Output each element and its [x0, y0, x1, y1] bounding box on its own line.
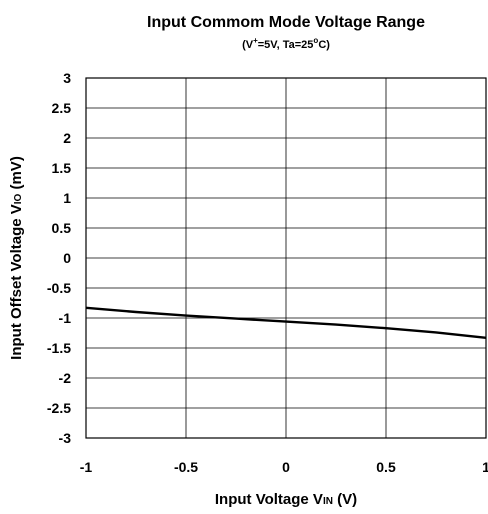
y-tick-label: 0	[63, 250, 71, 266]
y-tick-labels: 3 2.5 2 1.5 1 0.5 0 -0.5 -1 -1.5 -2 -2.5 -3	[47, 70, 71, 446]
x-tick-labels: -1 -0.5 0 0.5 1	[80, 459, 488, 475]
grid	[85, 77, 487, 439]
y-tick-label: -2.5	[47, 400, 71, 416]
y-tick-label: -1	[59, 310, 72, 326]
y-tick-label: 1.5	[52, 160, 72, 176]
x-tick-label: 1	[482, 459, 488, 475]
y-tick-label: -0.5	[47, 280, 71, 296]
y-tick-label: 0.5	[52, 220, 72, 236]
x-axis-label: Input Voltage VIN (V)	[215, 491, 357, 508]
chart-title: Input Commom Mode Voltage Range	[147, 14, 425, 31]
series-line	[85, 306, 487, 339]
x-tick-label: 0.5	[376, 459, 396, 475]
x-tick-label: -0.5	[174, 459, 198, 475]
y-axis-label: Input Offset Voltage VIO (mV)	[8, 156, 25, 360]
y-tick-label: 2	[63, 130, 71, 146]
y-tick-label: 3	[63, 70, 71, 86]
plot-frame	[85, 77, 487, 439]
chart-subtitle: (V+=5V, Ta=25oC)	[242, 36, 330, 51]
y-tick-label: -2	[59, 370, 72, 386]
y-tick-label: 1	[63, 190, 71, 206]
x-tick-label: 0	[282, 459, 290, 475]
y-tick-label: -1.5	[47, 340, 71, 356]
series-layer	[85, 306, 487, 339]
y-tick-label: -3	[59, 430, 72, 446]
x-tick-label: -1	[80, 459, 93, 475]
y-tick-label: 2.5	[52, 100, 72, 116]
